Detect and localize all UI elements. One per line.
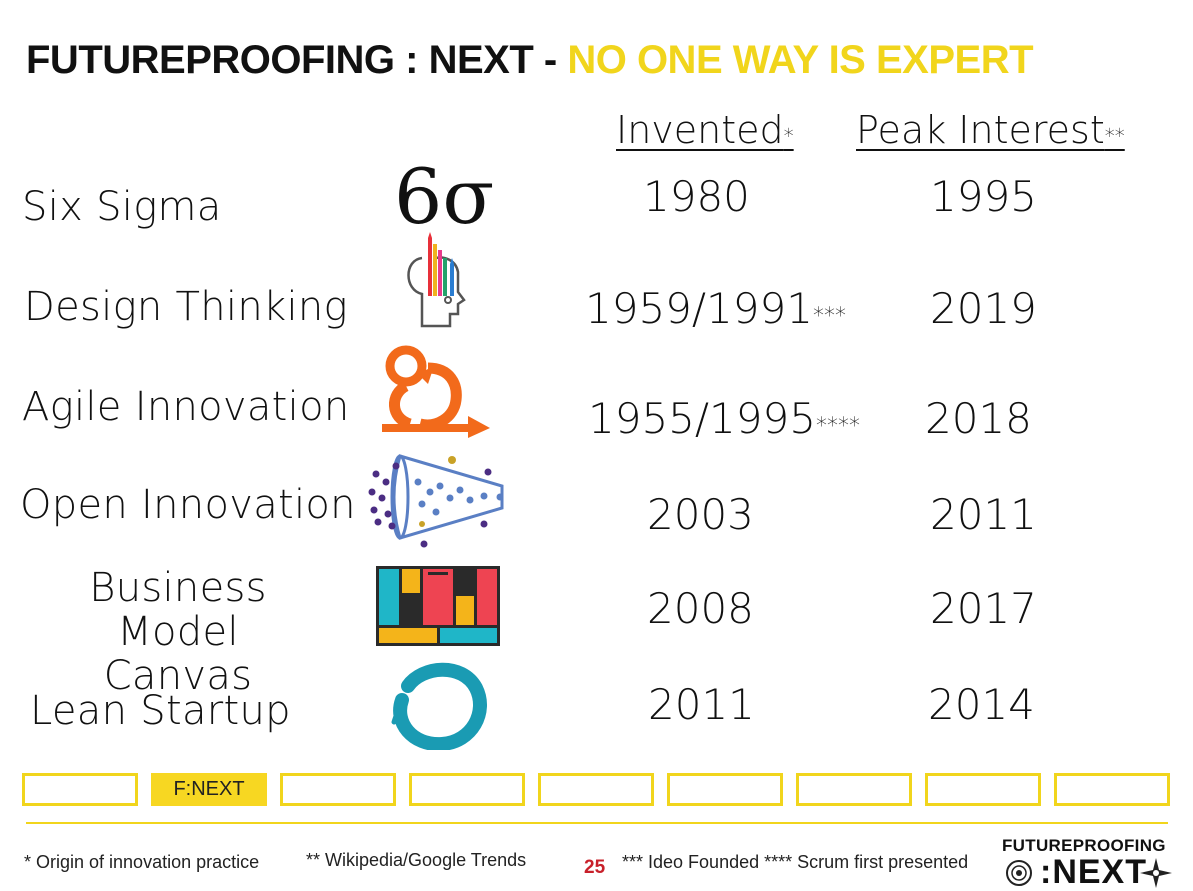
tab-8[interactable] xyxy=(925,773,1041,806)
sigma-icon: 6σ xyxy=(394,152,495,241)
tab-3[interactable] xyxy=(280,773,396,806)
peak-agile-innovation: 2018 xyxy=(925,394,1032,443)
invented-design-thinking: 1959/1991*** xyxy=(585,284,846,333)
footnote-origin: * Origin of innovation practice xyxy=(24,852,260,872)
title-separator: - xyxy=(533,38,568,82)
column-header-invented: Invented* xyxy=(616,108,794,152)
tab-1[interactable] xyxy=(22,773,138,806)
row-label-six-sigma: Six Sigma xyxy=(22,184,222,230)
peak-six-sigma: 1995 xyxy=(930,172,1037,221)
invented-agile-innovation: 1955/1995**** xyxy=(588,394,860,443)
invented-six-sigma: 1980 xyxy=(643,172,750,221)
brand-line-2: :NEXT xyxy=(1040,853,1147,891)
invented-lean-startup: 2011 xyxy=(648,680,755,729)
enso-circle-icon xyxy=(391,662,487,750)
funnel-icon xyxy=(368,454,504,548)
canvas-grid-icon xyxy=(376,566,500,646)
column-header-peak-interest: Peak Interest** xyxy=(856,108,1125,152)
compass-icon xyxy=(1006,860,1032,886)
peak-open-innovation: 2011 xyxy=(930,490,1037,539)
label-line-1: Business Model xyxy=(89,565,267,655)
slide-title: FUTUREPROOFING : NEXT - NO ONE WAY IS EX… xyxy=(26,38,1034,83)
page-number: 25 xyxy=(584,857,606,878)
row-label-agile-innovation: Agile Innovation xyxy=(22,384,350,430)
footnote-ideo-scrum: *** Ideo Founded **** Scrum first presen… xyxy=(622,852,969,872)
tab-7[interactable] xyxy=(796,773,912,806)
invented-open-innovation: 2003 xyxy=(647,490,754,539)
row-label-lean-startup: Lean Startup xyxy=(30,688,291,734)
tab-5[interactable] xyxy=(538,773,654,806)
tab-4[interactable] xyxy=(409,773,525,806)
label-line-2: Canvas xyxy=(103,653,253,699)
invented-business-model-canvas: 2008 xyxy=(647,584,754,633)
tab-9[interactable] xyxy=(1054,773,1170,806)
brand-logo: FUTUREPROOFING :NEXT xyxy=(1002,836,1172,891)
agile-loop-icon xyxy=(382,345,490,438)
footnote-sources: ** Wikipedia/Google Trends xyxy=(306,850,527,870)
tab-fnext[interactable]: F:NEXT xyxy=(151,773,267,806)
peak-marker: ** xyxy=(1104,124,1125,148)
head-pencils-icon xyxy=(407,232,466,328)
row-label-business-model-canvas: Business Model Canvas xyxy=(22,566,334,698)
peak-design-thinking: 2019 xyxy=(930,284,1037,333)
tab-6[interactable] xyxy=(667,773,783,806)
invented-marker: * xyxy=(783,124,794,148)
peak-lean-startup: 2014 xyxy=(928,680,1035,729)
brand-line-1: FUTUREPROOFING xyxy=(1002,836,1166,855)
compass-rose-icon xyxy=(1140,858,1172,888)
peak-business-model-canvas: 2017 xyxy=(930,584,1037,633)
row-label-design-thinking: Design Thinking xyxy=(24,284,348,330)
row-label-open-innovation: Open Innovation xyxy=(20,482,356,528)
title-main: FUTUREPROOFING : NEXT xyxy=(26,38,534,82)
title-accent: NO ONE WAY IS EXPERT xyxy=(567,38,1034,82)
footer-divider xyxy=(26,822,1168,824)
